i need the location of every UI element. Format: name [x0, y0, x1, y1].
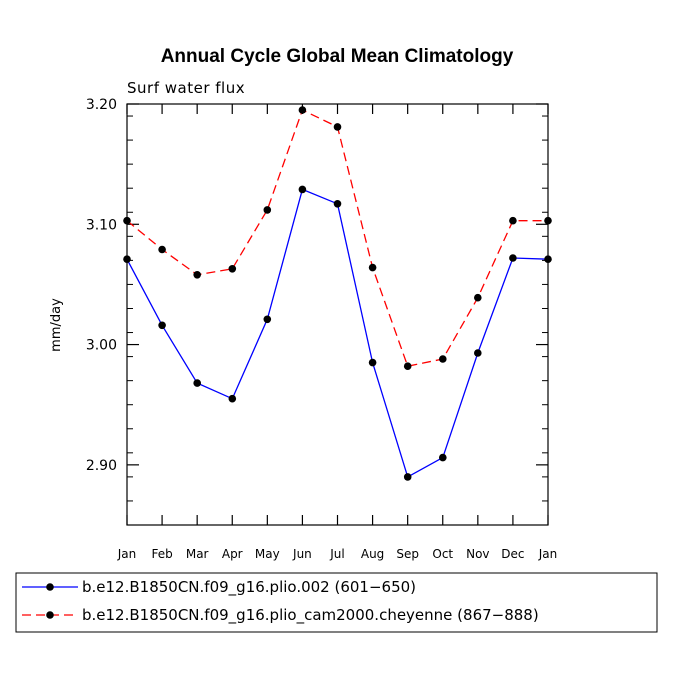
x-tick-label: Jan — [538, 547, 558, 561]
data-point — [368, 263, 377, 272]
data-point — [298, 106, 307, 114]
data-point — [263, 206, 272, 214]
data-point — [509, 254, 517, 262]
legend-swatch-marker — [46, 611, 54, 619]
x-tick-label: Nov — [466, 547, 489, 561]
data-point — [228, 265, 237, 273]
x-tick-label: May — [255, 547, 280, 561]
data-point — [158, 245, 166, 254]
chart-title: Annual Cycle Global Mean Climatology — [161, 46, 514, 67]
x-tick-label: Aug — [361, 547, 384, 561]
data-point — [158, 321, 166, 330]
axes-ticks: 2.90 3.00 3.10 3.20 Jan Feb Mar Apr May Jun Jul Aug… — [86, 97, 557, 561]
x-tick-label: Mar — [186, 547, 209, 561]
data-point — [403, 473, 412, 481]
y-tick-label: 3.20 — [86, 97, 117, 113]
x-tick-label: Oct — [432, 547, 453, 561]
x-tick-label: Jan — [117, 547, 137, 561]
data-point — [333, 123, 342, 131]
data-point — [439, 453, 447, 462]
legend: b.e12.B1850CN.f09_g16.plio.002 (601−650)… — [15, 572, 658, 633]
data-point — [263, 315, 272, 324]
x-tick-label: Apr — [222, 547, 243, 561]
data-point — [123, 216, 131, 225]
data-point — [509, 216, 517, 225]
x-tick-label: Jul — [329, 547, 344, 561]
data-point — [474, 349, 482, 357]
data-point — [368, 358, 377, 367]
data-point — [193, 271, 201, 279]
legend-label: b.e12.B1850CN.f09_g16.plio_cam2000.cheye… — [82, 606, 539, 625]
legend-box — [15, 572, 658, 633]
data-point — [403, 362, 412, 371]
chart-subtitle: Surf water flux — [127, 79, 245, 97]
y-tick-label: 3.10 — [86, 217, 117, 233]
legend-swatch-marker — [46, 583, 54, 591]
data-point — [544, 216, 552, 225]
x-tick-label: Jun — [292, 547, 312, 561]
data-point — [123, 255, 131, 263]
legend-label: b.e12.B1850CN.f09_g16.plio.002 (601−650) — [82, 578, 416, 597]
plot-frame — [126, 103, 549, 526]
data-point — [298, 185, 307, 194]
x-tick-label: Dec — [501, 547, 524, 561]
data-point — [439, 355, 447, 363]
series-layer — [123, 106, 552, 481]
series-line — [126, 188, 549, 478]
y-tick-label: 3.00 — [86, 338, 117, 354]
y-tick-label: 2.90 — [86, 458, 117, 474]
x-tick-label: Feb — [151, 547, 172, 561]
y-axis-label: mm/day — [49, 298, 64, 352]
data-point — [544, 255, 552, 263]
x-tick-label: Sep — [396, 547, 419, 561]
data-point — [228, 394, 237, 403]
data-point — [474, 293, 482, 302]
series-line — [126, 109, 548, 367]
data-point — [193, 379, 201, 387]
data-point — [333, 200, 342, 208]
